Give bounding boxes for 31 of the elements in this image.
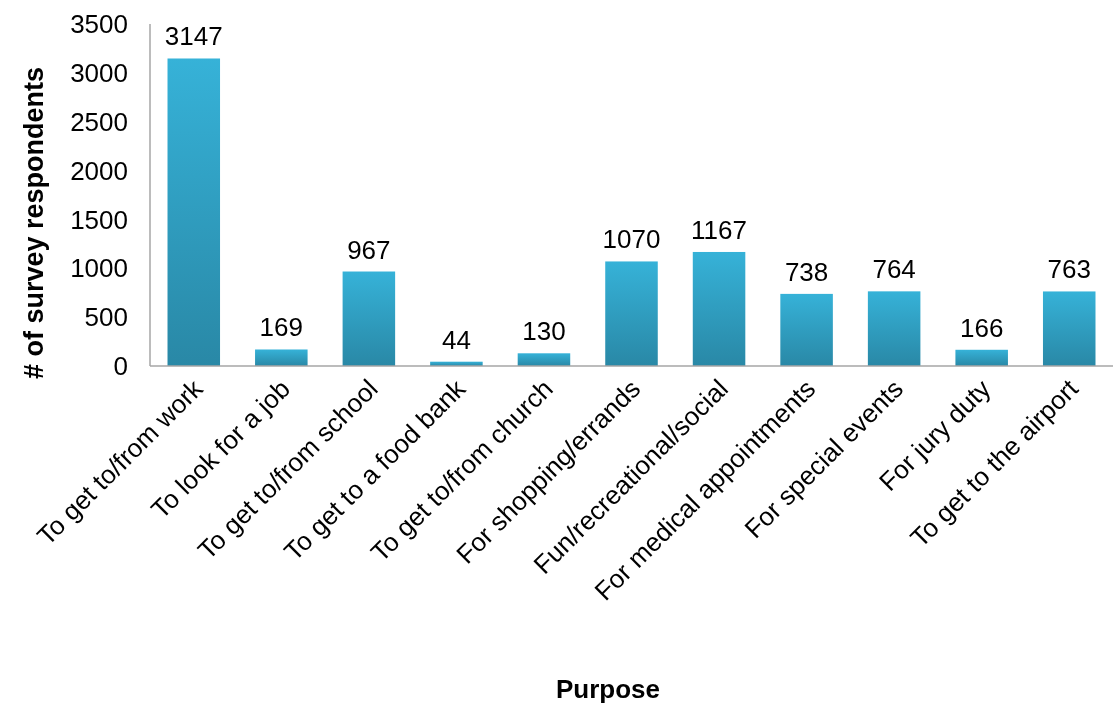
bar: [692, 251, 746, 366]
data-label: 738: [784, 256, 829, 287]
bar: [255, 349, 308, 366]
data-label: 169: [259, 312, 304, 343]
y-axis-title: # of survey respondents: [19, 66, 49, 380]
y-tick-label: 0: [113, 351, 128, 382]
y-tick-label: 1500: [70, 204, 128, 235]
y-tick-label: 3000: [70, 57, 128, 88]
data-label: 1070: [602, 224, 661, 255]
data-label: 967: [347, 234, 391, 265]
bar: [780, 293, 833, 366]
data-label: 764: [872, 254, 916, 285]
bar: [1042, 291, 1096, 366]
bar: [342, 271, 396, 366]
data-label: 1167: [691, 214, 748, 245]
y-tick-label: 3500: [70, 9, 128, 40]
bar: [517, 353, 571, 366]
y-tick-label: 1000: [70, 253, 128, 284]
data-label: 44: [441, 324, 471, 355]
bar: [955, 349, 1008, 366]
data-label: 3147: [164, 21, 223, 52]
y-tick-label: 2500: [70, 106, 128, 137]
bar: [167, 58, 221, 366]
y-tick-label: 500: [84, 302, 128, 333]
y-tick-label: 2000: [70, 155, 128, 186]
data-label: 130: [522, 316, 566, 347]
data-label: 166: [959, 312, 1004, 343]
bar: [867, 291, 921, 366]
bar: [605, 261, 658, 366]
data-label: 763: [1047, 254, 1091, 285]
x-axis-title: Purpose: [555, 674, 661, 704]
